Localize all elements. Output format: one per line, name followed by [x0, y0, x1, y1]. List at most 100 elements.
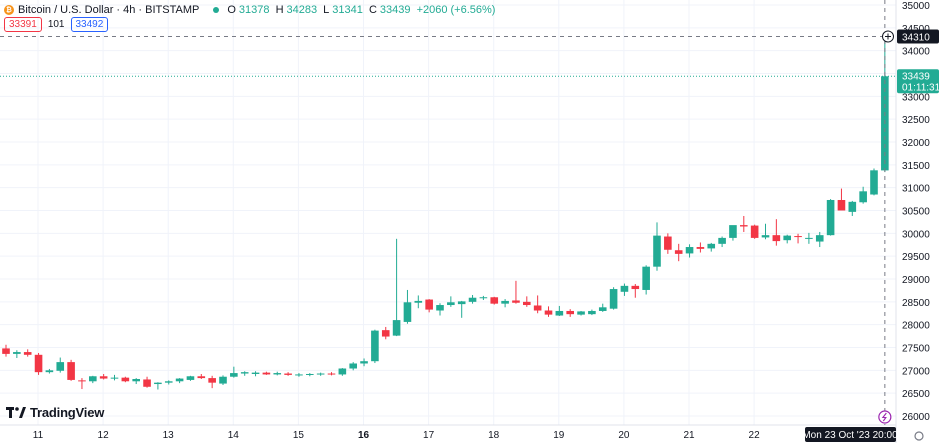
market-status-icon[interactable] [213, 7, 220, 13]
candle-body[interactable] [664, 236, 672, 250]
candle-body[interactable] [577, 311, 585, 315]
candle-body[interactable] [403, 302, 412, 322]
candle-body[interactable] [609, 289, 618, 309]
candle-body[interactable] [685, 247, 694, 254]
candle-body[interactable] [89, 376, 97, 382]
candle-body[interactable] [154, 382, 162, 385]
candle-body[interactable] [468, 297, 477, 302]
candle-body[interactable] [186, 376, 195, 380]
candle-body[interactable] [457, 301, 466, 305]
candle-body[interactable] [544, 310, 553, 315]
y-tick-label: 31000 [902, 184, 930, 195]
buy-button[interactable]: 33492 [70, 17, 109, 32]
settings-icon[interactable] [914, 431, 924, 441]
logo-text: TradingView [30, 405, 105, 420]
candle-body[interactable] [306, 373, 314, 375]
candle-body[interactable] [349, 363, 357, 369]
candle-body[interactable] [23, 352, 32, 355]
candle-body[interactable] [414, 300, 423, 303]
sell-button[interactable]: 33391 [4, 17, 42, 32]
candle-body[interactable] [240, 372, 249, 374]
candle-body[interactable] [143, 379, 151, 387]
candle-body[interactable] [523, 301, 531, 306]
candle-body[interactable] [674, 250, 683, 254]
candle-body[interactable] [121, 377, 130, 382]
candle-body[interactable] [750, 225, 759, 238]
candle-body[interactable] [230, 373, 238, 377]
candle-body[interactable] [696, 247, 705, 249]
candle-body[interactable] [295, 374, 303, 376]
tradingview-logo[interactable]: TradingView [6, 405, 104, 420]
candle-body[interactable] [338, 368, 347, 375]
candle-body[interactable] [381, 330, 390, 337]
candle-body[interactable] [436, 305, 444, 311]
candle-body[interactable] [164, 381, 173, 383]
symbol-title[interactable]: Bitcoin / U.S. Dollar · 4h · BITSTAMP [18, 4, 200, 16]
candle-body[interactable] [479, 297, 488, 299]
candle-body[interactable] [67, 362, 75, 380]
candle-body[interactable] [772, 235, 781, 242]
candle-body[interactable] [132, 379, 140, 382]
candle-body[interactable] [392, 320, 401, 336]
candle-body[interactable] [251, 372, 260, 374]
bitcoin-icon: ₿ [4, 5, 14, 15]
candle-body[interactable] [620, 285, 629, 292]
x-tick-label: 11 [33, 430, 44, 441]
candle-body[interactable] [566, 310, 574, 315]
candle-body[interactable] [284, 373, 292, 375]
candle-body[interactable] [34, 354, 43, 373]
close-value: 33439 [379, 4, 411, 16]
candle-body[interactable] [45, 370, 54, 373]
candle-body[interactable] [783, 235, 791, 241]
candle-body[interactable] [219, 376, 227, 384]
candle-body[interactable] [78, 380, 86, 382]
candle-body[interactable] [631, 285, 640, 290]
candle-body[interactable] [316, 373, 325, 375]
candle-body[interactable] [805, 237, 813, 239]
candle-body[interactable] [870, 170, 878, 195]
candle-body[interactable] [175, 378, 184, 382]
y-tick-label: 26000 [902, 412, 930, 423]
candle-body[interactable] [794, 236, 802, 238]
candle-body[interactable] [815, 235, 824, 242]
candle-body[interactable] [110, 377, 119, 379]
candle-body[interactable] [13, 352, 21, 354]
candle-body[interactable] [718, 237, 726, 244]
x-tick-label: 21 [683, 430, 695, 441]
candle-body[interactable] [740, 225, 748, 227]
candle-body[interactable] [837, 199, 846, 211]
close-label: C [368, 4, 377, 16]
open-value: 31378 [238, 4, 270, 16]
lightning-icon [881, 412, 887, 422]
candle-body[interactable] [653, 235, 661, 267]
candle-body[interactable] [826, 199, 835, 236]
candle-body[interactable] [197, 376, 206, 379]
candle-body[interactable] [533, 305, 542, 311]
candle-body[interactable] [327, 373, 336, 375]
candle-body[interactable] [2, 348, 10, 354]
candle-body[interactable] [273, 373, 282, 375]
candle-body[interactable] [512, 300, 520, 303]
candle-body[interactable] [501, 300, 509, 304]
candle-body[interactable] [761, 235, 770, 238]
candle-body[interactable] [425, 299, 433, 310]
candle-body[interactable] [859, 191, 867, 203]
candle-body[interactable] [208, 378, 216, 383]
candle-body[interactable] [555, 310, 564, 316]
candle-body[interactable] [99, 376, 108, 379]
candle-body[interactable] [588, 310, 596, 315]
candle-body[interactable] [262, 372, 271, 375]
candle-body[interactable] [642, 266, 650, 290]
candle-body[interactable] [490, 297, 499, 304]
candle-body[interactable] [371, 330, 379, 362]
crosshair-time-label: Mon 23 Oct '23 20:00 [802, 430, 898, 441]
candle-body[interactable] [848, 201, 857, 212]
candle-body[interactable] [707, 243, 716, 249]
candle-body[interactable] [56, 362, 65, 371]
candle-body[interactable] [729, 225, 737, 238]
candle-body[interactable] [360, 361, 368, 364]
trade-buttons: 33391 101 33492 [4, 17, 109, 32]
candle-body[interactable] [447, 302, 455, 306]
candle-body[interactable] [598, 307, 607, 311]
